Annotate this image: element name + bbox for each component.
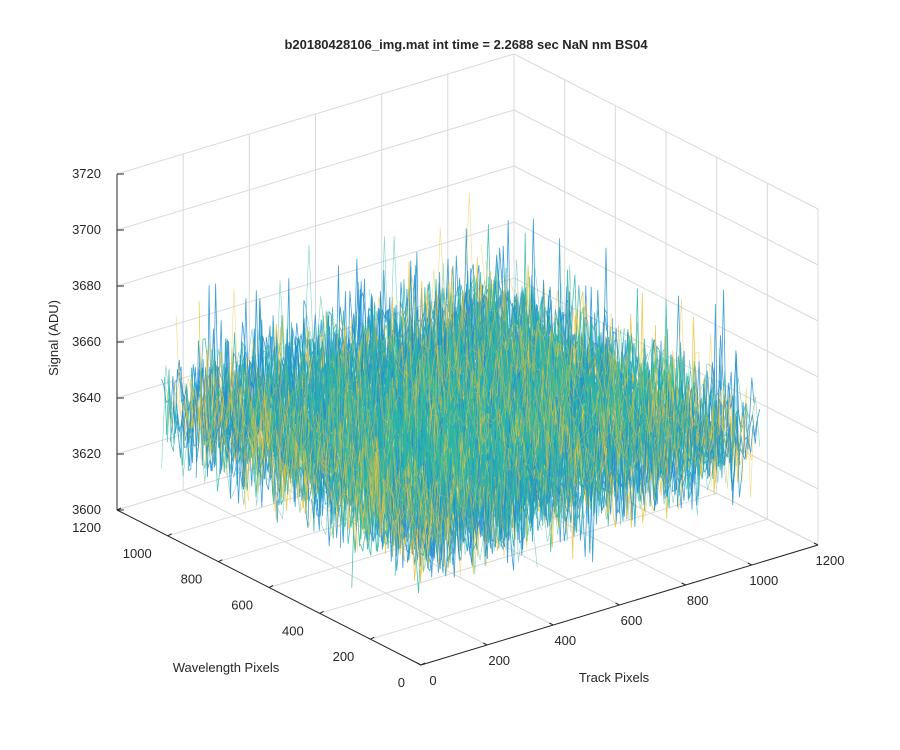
- y-tick-mark: [370, 636, 375, 640]
- surface-column-line: [330, 326, 591, 550]
- surface-column-line: [500, 267, 761, 458]
- x-tick-mark: [681, 582, 686, 586]
- side-wall-grid-z: [513, 277, 819, 434]
- y-axis-label: Wavelength Pixels: [173, 660, 280, 675]
- z-tick-label: 3700: [72, 222, 101, 237]
- y-tick-label: 400: [282, 623, 304, 638]
- side-wall-grid-z: [513, 165, 819, 322]
- surface-column-line: [171, 371, 431, 562]
- surface-column-line: [248, 339, 509, 557]
- side-wall-grid-z: [513, 53, 819, 210]
- z-tick-label: 3620: [72, 446, 101, 461]
- surface-column-line: [422, 228, 683, 489]
- y-tick-mark: [167, 533, 172, 537]
- y-tick-label: 1000: [123, 546, 152, 561]
- surface-row-line: [190, 257, 530, 466]
- back-wall-grid-z: [116, 165, 515, 287]
- x-tick-label: 800: [687, 593, 709, 608]
- z-tick-label: 3600: [72, 502, 101, 517]
- x-tick-label: 400: [554, 633, 576, 648]
- tick-labels: 0 200 400 600 800 1000 1200 0 200 400 600 800 1000 12…: [72, 166, 844, 690]
- surface-column-line: [311, 332, 572, 533]
- surface-column-line: [383, 312, 644, 523]
- surface-column-line: [233, 352, 494, 566]
- surface-column-line: [277, 341, 538, 568]
- surface-column-line: [224, 368, 485, 553]
- back-wall-grid-z: [116, 53, 515, 175]
- x-tick-label: 1200: [816, 553, 845, 568]
- side-wall-grid-z: [513, 109, 819, 266]
- x-tick-mark: [813, 542, 819, 546]
- x-axis-label: Track Pixels: [579, 670, 650, 685]
- back-wall-grid-z: [116, 109, 515, 231]
- surface-column-line: [359, 321, 620, 520]
- surface-column-line: [258, 280, 519, 541]
- z-tick-label: 3720: [72, 166, 101, 181]
- x-tick-label: 200: [488, 653, 510, 668]
- y-tick-mark: [268, 585, 274, 588]
- surface-column-line: [495, 274, 756, 498]
- surface-plot: [161, 192, 761, 594]
- floor-grid-y: [370, 518, 768, 640]
- surface-column-line: [209, 349, 470, 568]
- surface-column-line: [200, 367, 460, 543]
- surface-column-line: [490, 259, 751, 467]
- chart-title: b20180428106_img.mat int time = 2.2688 s…: [284, 37, 648, 52]
- y-tick-mark: [319, 610, 324, 614]
- axes: [116, 173, 819, 666]
- z-tick-label: 3660: [72, 334, 101, 349]
- z-axis-label: Signal (ADU): [46, 300, 61, 376]
- x-tick-mark: [615, 602, 620, 606]
- y-tick-label: 1200: [72, 520, 101, 535]
- z-tick-label: 3680: [72, 278, 101, 293]
- y-tick-label: 0: [398, 675, 405, 690]
- surface-column-line: [427, 289, 688, 511]
- y-tick-mark: [218, 559, 223, 563]
- x-tick-label: 1000: [749, 573, 778, 588]
- surface-column-line: [412, 287, 673, 505]
- x-tick-label: 600: [621, 613, 643, 628]
- y-tick-mark: [420, 662, 426, 666]
- x-tick-label: 0: [429, 673, 436, 688]
- x-tick-mark: [482, 642, 488, 646]
- x-tick-mark: [549, 622, 554, 626]
- x-tick-mark: [747, 562, 753, 566]
- surface-column-line: [398, 300, 659, 515]
- z-tick-label: 3640: [72, 390, 101, 405]
- surface-column-line: [243, 373, 504, 546]
- y-tick-label: 200: [333, 649, 355, 664]
- x-tick-mark: [416, 662, 422, 666]
- back-wall-grid-z: [116, 221, 515, 343]
- surface-column-line: [296, 317, 557, 542]
- y-tick-label: 600: [231, 598, 253, 613]
- y-tick-label: 800: [181, 572, 203, 587]
- surface-column-line: [229, 359, 489, 561]
- surface-column-line: [282, 330, 543, 531]
- surface-row-line: [394, 370, 735, 576]
